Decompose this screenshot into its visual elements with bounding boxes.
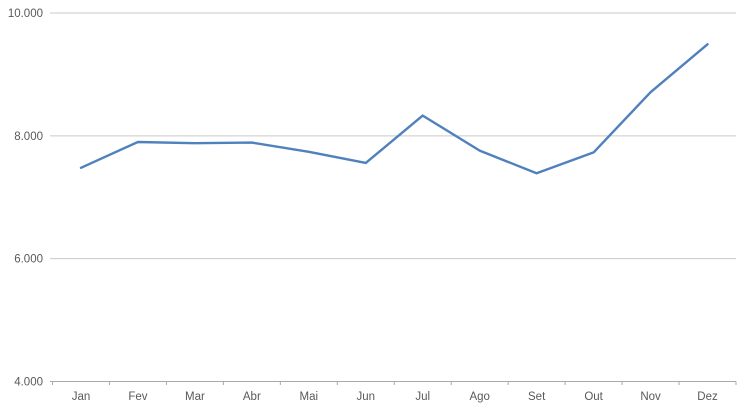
x-axis-tick-label: Mar bbox=[185, 391, 205, 403]
series-line bbox=[79, 43, 709, 175]
x-axis-tick-label: Mai bbox=[300, 391, 319, 403]
x-axis-tick-label: Jan bbox=[72, 391, 91, 403]
x-axis-tick-label: Out bbox=[584, 391, 603, 403]
x-axis-tick-label: Jul bbox=[415, 391, 430, 403]
y-axis-tick-label: 10.000 bbox=[8, 8, 43, 20]
x-axis-tick-label: Nov bbox=[640, 391, 661, 403]
x-axis-tick-label: Ago bbox=[469, 391, 489, 403]
x-axis-tick-label: Fev bbox=[128, 391, 147, 403]
y-axis-tick-label: 8.000 bbox=[14, 131, 43, 143]
x-axis-tick-label: Jun bbox=[356, 391, 375, 403]
x-axis-tick-label: Set bbox=[528, 391, 546, 403]
x-axis-tick-label: Dez bbox=[697, 391, 718, 403]
y-axis-tick-label: 4.000 bbox=[14, 377, 43, 389]
x-axis-tick-label: Abr bbox=[243, 391, 261, 403]
y-axis-tick-label: 6.000 bbox=[14, 254, 43, 266]
